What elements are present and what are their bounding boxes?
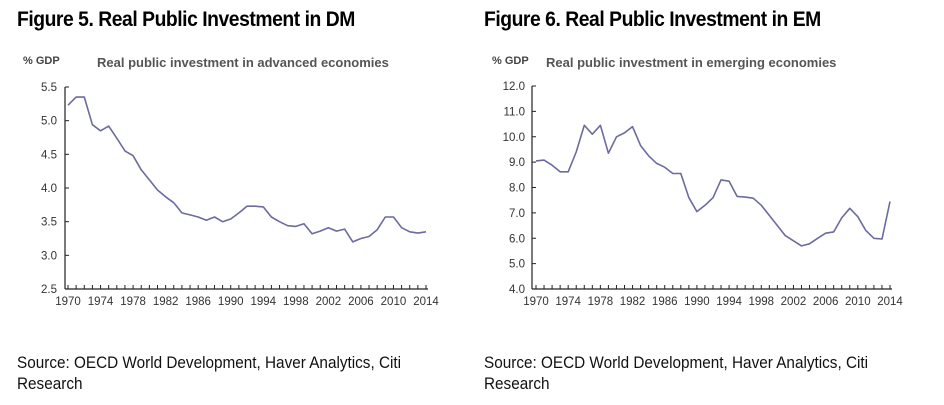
y-axis-unit-label: % GDP: [23, 55, 60, 67]
y-tick-label: 9.0: [509, 157, 525, 169]
figure-6-panel: Figure 6. Real Public Investment in EM %…: [480, 0, 944, 405]
x-tick-label: 1986: [185, 296, 211, 308]
y-tick-label: 3.5: [41, 217, 57, 229]
x-tick-label: 1978: [588, 296, 614, 308]
y-tick-label: 5.0: [509, 259, 525, 271]
x-tick-label: 1978: [120, 296, 146, 308]
chart-title: Real public investment in emerging econo…: [546, 55, 837, 70]
x-tick-label: 1990: [684, 296, 710, 308]
line-chart-em: 4.0 5.0 6.0 7.0 8.0 9.0 10.0 11.0 12.0 1970 1974 19…: [503, 81, 904, 308]
source-note: Source: OECD World Development, Haver An…: [484, 353, 869, 393]
y-tick-label: 10.0: [503, 132, 525, 144]
y-tick-label: 11.0: [503, 106, 525, 118]
y-tick-label: 5.0: [41, 116, 57, 128]
x-tick-label: 1982: [153, 296, 179, 308]
y-axis-unit-label: % GDP: [492, 55, 529, 67]
x-tick-label: 2014: [877, 296, 903, 308]
x-tick-label: 1998: [748, 296, 774, 308]
source-note: Source: OECD World Development, Haver An…: [17, 353, 402, 393]
x-tick-label: 2014: [413, 296, 439, 308]
y-tick-label: 5.5: [41, 82, 57, 94]
y-tick-label: 4.5: [41, 149, 57, 161]
x-tick-label: 1982: [620, 296, 646, 308]
y-tick-label: 2.5: [41, 284, 57, 296]
x-tick-label: 2006: [348, 296, 374, 308]
x-tick-label: 2010: [381, 296, 407, 308]
figure-5-panel: Figure 5. Real Public Investment in DM %…: [0, 0, 470, 405]
series-line: [67, 96, 427, 243]
x-tick-label: 1974: [88, 296, 114, 308]
x-tick-label: 1998: [283, 296, 309, 308]
y-tick-label: 8.0: [509, 183, 525, 195]
x-tick-label: 1986: [652, 296, 678, 308]
y-tick-label: 6.0: [509, 233, 525, 245]
x-tick-label: 1974: [555, 296, 581, 308]
series-line: [535, 124, 891, 247]
x-tick-label: 1994: [250, 296, 276, 308]
figure-title: Figure 5. Real Public Investment in DM: [17, 8, 355, 31]
x-tick-label: 1990: [218, 296, 244, 308]
y-tick-label: 4.0: [41, 183, 57, 195]
y-tick-label: 4.0: [509, 284, 525, 296]
line-chart-dm: 2.5 3.0 3.5 4.0 4.5 5.0 5.5 1970 1974 1978 1982 198…: [41, 82, 439, 308]
x-tick-label: 2006: [813, 296, 839, 308]
x-tick-label: 2002: [781, 296, 807, 308]
y-tick-label: 7.0: [509, 208, 525, 220]
chart-title: Real public investment in advanced econo…: [97, 55, 389, 70]
x-tick-label: 1994: [716, 296, 742, 308]
x-tick-label: 1970: [55, 296, 81, 308]
x-tick-label: 2010: [845, 296, 871, 308]
y-tick-label: 3.0: [41, 250, 57, 262]
x-tick-label: 1970: [523, 296, 549, 308]
y-tick-label: 12.0: [503, 81, 525, 93]
x-tick-label: 2002: [316, 296, 342, 308]
figure-title: Figure 6. Real Public Investment in EM: [484, 8, 821, 31]
